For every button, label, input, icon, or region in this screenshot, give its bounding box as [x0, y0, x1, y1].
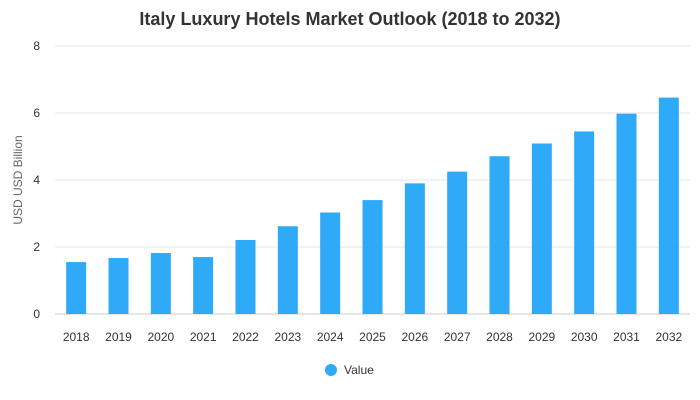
bar-2019[interactable]	[108, 258, 129, 314]
bar-2021[interactable]	[193, 257, 214, 314]
legend[interactable]: Value	[325, 363, 374, 377]
x-axis-ticks: 2018 2019 2020 2021 2022 2023 2024 2025 2026 2027…	[63, 330, 683, 344]
y-tick-label: 0	[33, 307, 40, 321]
x-tick-label: 2025	[359, 330, 386, 344]
bar-2022[interactable]	[235, 239, 256, 314]
x-tick-label: 2019	[105, 330, 132, 344]
bar-2023[interactable]	[277, 226, 298, 314]
bar-2028[interactable]	[489, 156, 510, 314]
x-tick-label: 2022	[232, 330, 259, 344]
x-tick-label: 2032	[655, 330, 682, 344]
bar-2029[interactable]	[531, 143, 552, 314]
bars	[66, 97, 679, 314]
bar-2032[interactable]	[658, 97, 679, 314]
bar-2025[interactable]	[362, 200, 383, 314]
x-tick-label: 2029	[528, 330, 555, 344]
chart-title: Italy Luxury Hotels Market Outlook (2018…	[139, 9, 560, 29]
x-tick-label: 2027	[444, 330, 471, 344]
bar-2031[interactable]	[616, 113, 637, 314]
x-tick-label: 2023	[274, 330, 301, 344]
bar-2027[interactable]	[447, 171, 468, 314]
x-tick-label: 2018	[63, 330, 90, 344]
y-axis-ticks: 0 2 4 6 8	[33, 39, 40, 321]
y-tick-label: 4	[33, 173, 40, 187]
y-tick-label: 6	[33, 106, 40, 120]
legend-marker	[325, 364, 337, 376]
y-tick-label: 2	[33, 240, 40, 254]
x-tick-label: 2026	[401, 330, 428, 344]
x-tick-label: 2030	[571, 330, 598, 344]
bar-2020[interactable]	[150, 253, 171, 314]
x-tick-label: 2021	[190, 330, 217, 344]
y-axis-label: USD USD Billion	[11, 135, 25, 224]
bar-2026[interactable]	[404, 183, 425, 314]
y-tick-label: 8	[33, 39, 40, 53]
x-tick-label: 2028	[486, 330, 513, 344]
x-tick-label: 2031	[613, 330, 640, 344]
bar-2018[interactable]	[66, 262, 87, 314]
bar-2030[interactable]	[574, 131, 595, 314]
legend-label: Value	[344, 363, 374, 377]
x-tick-label: 2020	[147, 330, 174, 344]
x-tick-label: 2024	[317, 330, 344, 344]
bar-2024[interactable]	[320, 212, 341, 314]
